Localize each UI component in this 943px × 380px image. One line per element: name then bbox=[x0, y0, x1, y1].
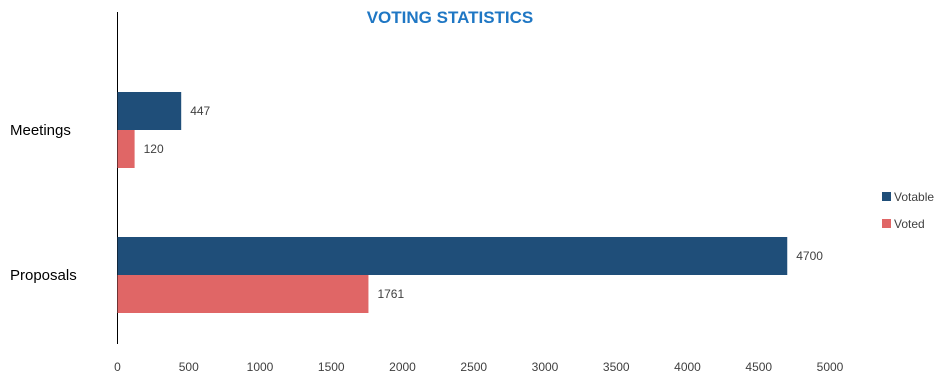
legend: Votable Voted bbox=[882, 190, 934, 231]
legend-swatch-voted bbox=[882, 219, 891, 228]
x-tick-label-1000: 1000 bbox=[247, 360, 274, 374]
data-label-meetings-voted: 120 bbox=[144, 142, 164, 156]
x-tick-label-1500: 1500 bbox=[318, 360, 345, 374]
bar-proposals-voted bbox=[117, 275, 369, 313]
category-label-meetings: Meetings bbox=[10, 122, 71, 139]
category-labels-group: Meetings Proposals bbox=[10, 122, 77, 284]
x-tick-label-5000: 5000 bbox=[817, 360, 844, 374]
data-labels-group: 447 120 4700 1761 bbox=[144, 104, 824, 301]
x-axis-ticks-group: 0 500 1000 1500 2000 2500 3000 3500 4000 4500 5000 bbox=[114, 360, 844, 374]
data-label-proposals-voted: 1761 bbox=[377, 287, 404, 301]
category-label-proposals: Proposals bbox=[10, 267, 77, 284]
bars-group bbox=[117, 92, 788, 313]
data-label-meetings-votable: 447 bbox=[190, 104, 210, 118]
chart-title: VOTING STATISTICS bbox=[367, 8, 534, 27]
x-tick-label-4000: 4000 bbox=[674, 360, 701, 374]
bar-proposals-votable bbox=[117, 237, 788, 275]
legend-swatch-votable bbox=[882, 192, 891, 201]
x-tick-label-3000: 3000 bbox=[532, 360, 559, 374]
x-tick-label-0: 0 bbox=[114, 360, 121, 374]
bar-meetings-voted bbox=[117, 130, 135, 168]
x-tick-label-3500: 3500 bbox=[603, 360, 630, 374]
x-tick-label-2000: 2000 bbox=[389, 360, 416, 374]
x-tick-label-500: 500 bbox=[179, 360, 199, 374]
legend-label-voted: Voted bbox=[894, 217, 925, 231]
legend-label-votable: Votable bbox=[894, 190, 934, 204]
x-tick-label-4500: 4500 bbox=[745, 360, 772, 374]
bar-meetings-votable bbox=[117, 92, 182, 130]
data-label-proposals-votable: 4700 bbox=[796, 249, 823, 263]
x-tick-label-2500: 2500 bbox=[460, 360, 487, 374]
